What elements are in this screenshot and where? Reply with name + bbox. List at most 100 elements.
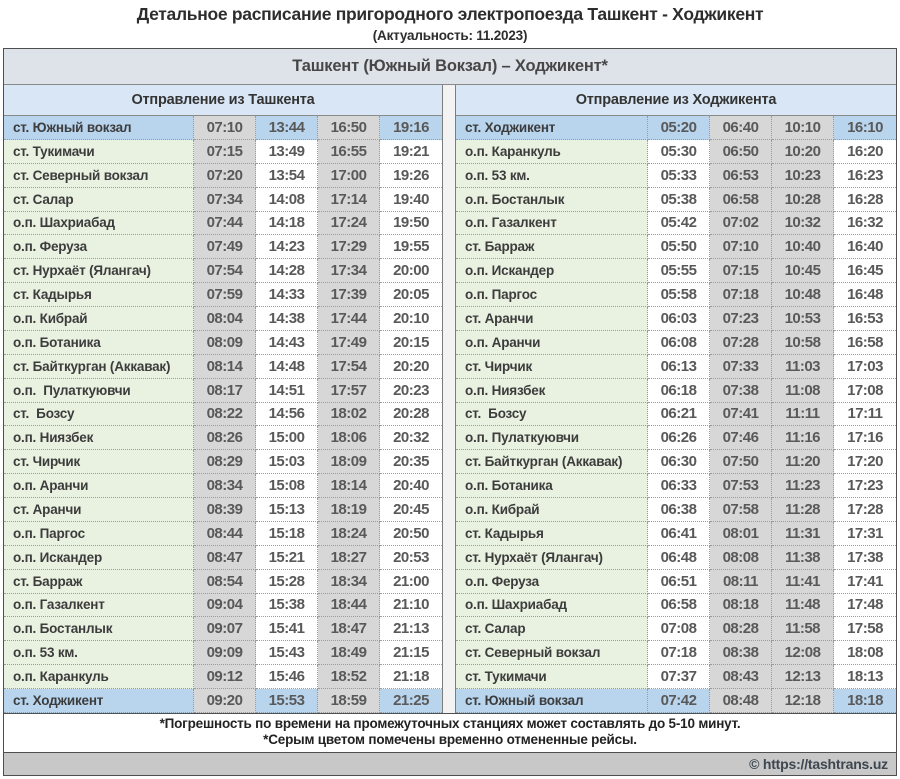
departure-time-cell: 10:28 bbox=[772, 187, 834, 212]
departure-time-cell: 07:10 bbox=[710, 235, 772, 260]
departure-time-cell: 06:18 bbox=[648, 378, 710, 403]
table-row: ст. Аранчи 08:39 15:13 18:19 20:45 bbox=[4, 498, 442, 522]
departure-time-cell: 21:00 bbox=[380, 569, 442, 594]
departure-time-cell: 07:33 bbox=[710, 354, 772, 379]
departure-time-cell: 08:29 bbox=[194, 450, 256, 475]
station-name: о.п. Паргос bbox=[4, 521, 194, 546]
departure-time-cell: 11:20 bbox=[772, 450, 834, 475]
route-header: Ташкент (Южный Вокзал) – Ходжикент* bbox=[4, 49, 896, 85]
departure-time-cell: 06:03 bbox=[648, 307, 710, 331]
table-row: ст. Кадырья 06:41 08:01 11:31 17:31 bbox=[456, 521, 896, 546]
departure-time-cell: 05:20 bbox=[648, 116, 710, 140]
station-name: ст. Чирчик bbox=[456, 354, 648, 379]
departure-time-cell: 14:48 bbox=[256, 354, 318, 379]
departure-time-cell: 19:40 bbox=[380, 187, 442, 212]
station-name: о.п. Ботаника bbox=[4, 330, 194, 355]
departures-from-khodjikent: Отправление из Ходжикента ст. Ходжикент 0… bbox=[456, 85, 896, 713]
departure-time-cell: 08:22 bbox=[194, 402, 256, 427]
departure-time-cell: 07:28 bbox=[710, 330, 772, 355]
departure-time-cell: 07:58 bbox=[710, 498, 772, 522]
station-name: ст. Бозсу bbox=[4, 402, 194, 427]
departure-time-cell: 16:50 bbox=[318, 116, 380, 140]
departure-time-cell: 17:00 bbox=[318, 163, 380, 188]
station-name: ст. Нурхаёт (Ялангач) bbox=[4, 259, 194, 284]
departure-time-cell: 11:48 bbox=[772, 593, 834, 618]
departure-time-cell: 16:40 bbox=[834, 235, 896, 260]
departure-time-cell: 18:34 bbox=[318, 569, 380, 594]
departures-from-tashkent: Отправление из Ташкента ст. Южный вокзал… bbox=[4, 85, 442, 713]
departure-time-cell: 20:28 bbox=[380, 402, 442, 427]
departure-time-cell: 15:43 bbox=[256, 641, 318, 666]
station-name: ст. Чирчик bbox=[4, 450, 194, 475]
departure-time-cell: 19:26 bbox=[380, 163, 442, 188]
departure-time-cell: 17:48 bbox=[834, 593, 896, 618]
departure-time-cell: 17:20 bbox=[834, 450, 896, 475]
departure-time-cell: 07:20 bbox=[194, 163, 256, 188]
departure-time-cell: 17:58 bbox=[834, 617, 896, 642]
left-section-header: Отправление из Ташкента bbox=[4, 85, 442, 116]
departure-time-cell: 14:38 bbox=[256, 307, 318, 331]
departure-time-cell: 07:02 bbox=[710, 211, 772, 236]
departure-time-cell: 06:26 bbox=[648, 426, 710, 451]
station-name: о.п. Феруза bbox=[456, 569, 648, 594]
table-row: о.п. Искандер 08:47 15:21 18:27 20:53 bbox=[4, 545, 442, 570]
departure-time-cell: 08:17 bbox=[194, 378, 256, 403]
table-row: о.п. Бостанлык 05:38 06:58 10:28 16:28 bbox=[456, 187, 896, 212]
departure-time-cell: 06:41 bbox=[648, 521, 710, 546]
departure-time-cell: 20:20 bbox=[380, 354, 442, 379]
departure-time-cell: 16:32 bbox=[834, 211, 896, 236]
departure-time-cell: 18:02 bbox=[318, 402, 380, 427]
departure-time-cell: 18:19 bbox=[318, 498, 380, 522]
departure-time-cell: 21:18 bbox=[380, 665, 442, 689]
departure-time-cell: 07:18 bbox=[710, 283, 772, 307]
station-name: ст. Байткурган (Аккавак) bbox=[456, 450, 648, 475]
table-row: ст. Барраж 08:54 15:28 18:34 21:00 bbox=[4, 569, 442, 594]
departure-time-cell: 17:54 bbox=[318, 354, 380, 379]
station-name: ст. Барраж bbox=[456, 235, 648, 260]
departure-time-cell: 08:26 bbox=[194, 426, 256, 451]
departure-time-cell: 11:03 bbox=[772, 354, 834, 379]
departure-time-cell: 07:59 bbox=[194, 283, 256, 307]
departure-time-cell: 08:28 bbox=[710, 617, 772, 642]
timetable-grid: Отправление из Ташкента ст. Южный вокзал… bbox=[4, 85, 896, 713]
departure-time-cell: 08:44 bbox=[194, 521, 256, 546]
departure-time-cell: 07:50 bbox=[710, 450, 772, 475]
table-row: ст. Байткурган (Аккавак) 08:14 14:48 17:54 2… bbox=[4, 354, 442, 379]
table-row: о.п. Феруза 06:51 08:11 11:41 17:41 bbox=[456, 569, 896, 594]
station-name: о.п. Паргос bbox=[456, 283, 648, 307]
departure-time-cell: 07:34 bbox=[194, 187, 256, 212]
departure-time-cell: 20:50 bbox=[380, 521, 442, 546]
station-name: о.п. Искандер bbox=[456, 259, 648, 284]
table-row: ст. Тукимачи 07:37 08:43 12:13 18:13 bbox=[456, 665, 896, 689]
table-row: о.п. Пулаткуювчи 06:26 07:46 11:16 17:16 bbox=[456, 426, 896, 451]
station-name: о.п. Ниязбек bbox=[4, 426, 194, 451]
departure-time-cell: 17:39 bbox=[318, 283, 380, 307]
footnotes: *Погрешность по времени на промежуточных… bbox=[4, 712, 896, 752]
station-name: о.п. Искандер bbox=[4, 545, 194, 570]
departure-time-cell: 08:47 bbox=[194, 545, 256, 570]
table-row: ст. Южный вокзал 07:42 08:48 12:18 18:18 bbox=[456, 689, 896, 713]
departure-time-cell: 14:51 bbox=[256, 378, 318, 403]
table-row: о.п. Кибрай 06:38 07:58 11:28 17:28 bbox=[456, 498, 896, 522]
departure-time-cell: 15:00 bbox=[256, 426, 318, 451]
departure-time-cell: 17:38 bbox=[834, 545, 896, 570]
timetable-board: Ташкент (Южный Вокзал) – Ходжикент* Отпр… bbox=[3, 48, 897, 776]
departure-time-cell: 06:51 bbox=[648, 569, 710, 594]
departure-time-cell: 15:28 bbox=[256, 569, 318, 594]
table-row: о.п. Ботаника 06:33 07:53 11:23 17:23 bbox=[456, 474, 896, 498]
departure-time-cell: 09:12 bbox=[194, 665, 256, 689]
station-name: о.п. Шахриабад bbox=[4, 211, 194, 236]
departure-time-cell: 20:15 bbox=[380, 330, 442, 355]
table-row: ст. Салар 07:08 08:28 11:58 17:58 bbox=[456, 617, 896, 642]
departure-time-cell: 21:10 bbox=[380, 593, 442, 618]
departure-time-cell: 19:21 bbox=[380, 139, 442, 164]
departure-time-cell: 06:13 bbox=[648, 354, 710, 379]
departure-time-cell: 18:59 bbox=[318, 689, 380, 713]
station-name: о.п. Каранкуль bbox=[4, 665, 194, 689]
departure-time-cell: 06:53 bbox=[710, 163, 772, 188]
departure-time-cell: 06:50 bbox=[710, 139, 772, 164]
departure-time-cell: 15:46 bbox=[256, 665, 318, 689]
departure-time-cell: 17:23 bbox=[834, 474, 896, 498]
departure-time-cell: 10:45 bbox=[772, 259, 834, 284]
table-row: ст. Салар 07:34 14:08 17:14 19:40 bbox=[4, 187, 442, 212]
